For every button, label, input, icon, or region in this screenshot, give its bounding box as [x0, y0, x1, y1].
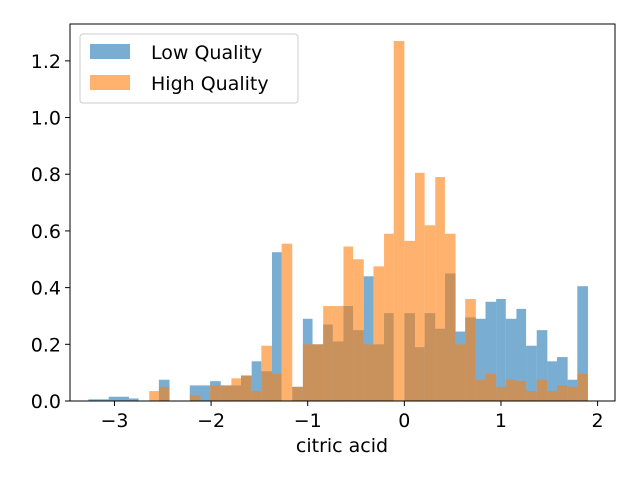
histogram-bar: [475, 379, 486, 401]
histogram-bar: [404, 240, 415, 401]
histogram-bar: [547, 361, 558, 401]
histogram-bar: [516, 381, 527, 401]
histogram-bar: [547, 391, 558, 401]
histogram-bar: [526, 345, 537, 401]
y-tick-label: 1.0: [31, 108, 61, 130]
y-tick-label: 0.2: [31, 334, 61, 356]
x-tick-label: −3: [100, 410, 128, 432]
histogram-bar: [220, 385, 232, 401]
histogram-bar: [577, 374, 588, 401]
x-tick-label: −2: [197, 410, 225, 432]
histogram-bar: [536, 379, 548, 401]
histogram-bar: [323, 306, 333, 401]
histogram-bar: [158, 386, 170, 401]
histogram-bar: [271, 374, 282, 401]
legend: Low Quality High Quality: [79, 33, 299, 104]
histogram-bar: [505, 379, 517, 401]
y-tick-label: 0.6: [31, 221, 61, 243]
histogram-bar: [302, 344, 313, 401]
histogram-bar: [149, 391, 159, 401]
histogram-bar: [557, 385, 568, 401]
histogram-bar: [485, 374, 497, 401]
histogram-bar: [281, 243, 293, 401]
histogram-bar: [363, 276, 374, 401]
y-axis: 0.0 0.2 0.4 0.6 0.8 1.0 1.2: [31, 51, 70, 413]
series-1: [149, 41, 588, 401]
histogram-bar: [567, 386, 578, 401]
histogram-bar: [332, 306, 344, 401]
histogram-bar: [384, 233, 394, 401]
x-tick-label: 2: [592, 410, 604, 432]
histogram-bar: [241, 375, 252, 401]
histogram-bar: [271, 252, 282, 401]
histogram-bar: [231, 378, 242, 401]
plot-area: [69, 23, 616, 402]
histogram-bar: [261, 345, 272, 401]
histogram-bar: [577, 286, 588, 401]
legend-frame: [79, 33, 299, 104]
histogram-bar: [88, 399, 109, 401]
histogram-bar: [414, 172, 425, 401]
histogram-bar: [496, 386, 506, 401]
histogram-bar: [393, 41, 405, 401]
histogram-bar: [292, 386, 303, 401]
x-tick-label: −1: [294, 410, 322, 432]
histogram-bar: [251, 361, 262, 401]
histogram-bar: [353, 259, 364, 401]
legend-label: High Quality: [151, 73, 269, 95]
histogram-bar: [455, 344, 466, 401]
histogram-bar: [557, 357, 568, 401]
histogram-bar: [210, 385, 221, 401]
histogram-bar: [363, 344, 374, 401]
x-tick-label: 0: [398, 410, 410, 432]
y-tick-label: 0.4: [31, 278, 61, 300]
legend-swatch: [90, 44, 130, 59]
legend-label: Low Quality: [151, 42, 262, 64]
y-tick-label: 0.8: [31, 164, 61, 186]
histogram-bar: [343, 246, 354, 401]
histogram-bar: [251, 391, 262, 401]
x-axis-label: citric acid: [296, 435, 388, 457]
histogram-bar: [505, 318, 517, 401]
legend-swatch: [90, 75, 130, 90]
histogram-bar: [465, 298, 476, 401]
histogram-bar: [496, 298, 506, 401]
histogram-bar: [444, 233, 456, 401]
histogram-bar: [485, 301, 497, 401]
y-tick-label: 0.0: [31, 391, 61, 413]
histogram-bar: [475, 318, 486, 401]
histogram-bar: [435, 177, 445, 401]
histogram-bar: [373, 266, 385, 401]
histogram-bar: [536, 330, 548, 401]
histogram-bar: [424, 225, 436, 401]
histogram-bar: [516, 308, 527, 401]
x-tick-label: 1: [495, 410, 507, 432]
histogram-bar: [108, 396, 129, 401]
histogram-bar: [526, 391, 537, 401]
x-axis: −3 −2 −1 0 1 2: [100, 401, 604, 432]
histogram-bar: [312, 344, 324, 401]
plot-frame: [69, 23, 616, 402]
histogram-bar: [128, 398, 139, 401]
histogram-bar: [189, 395, 201, 401]
y-tick-label: 1.2: [31, 51, 61, 73]
